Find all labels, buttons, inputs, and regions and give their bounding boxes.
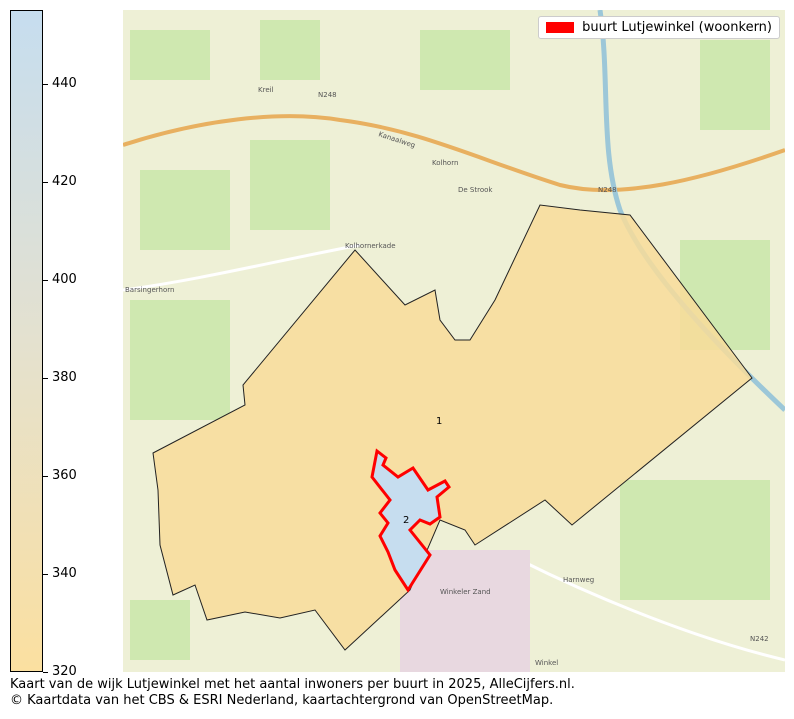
map-label: N242 [750,635,769,643]
map-label: Winkeler Zand [440,588,491,596]
map-label: N248 [318,91,337,99]
map-label: Kreil [258,86,274,94]
road-n248 [123,114,785,193]
map-label: Barsingerhorn [125,286,174,294]
legend-label: buurt Lutjewinkel (woonkern) [582,20,772,35]
region-label-2: 2 [403,515,409,526]
colorbar-tick: 360 [43,468,77,483]
colorbar-tick: 320 [43,664,77,679]
colorbar-tick: 420 [43,174,77,189]
colorbar-tick: 400 [43,272,77,287]
colorbar-tick: 380 [43,370,77,385]
map-label: Harnweg [563,576,594,584]
caption-title: Kaart van de wijk Lutjewinkel met het aa… [10,677,575,692]
region-2[interactable] [370,448,451,593]
region-1[interactable] [152,204,753,651]
roads [123,243,785,662]
caption-credits: © Kaartdata van het CBS & ESRI Nederland… [10,693,554,708]
legend-swatch [546,22,575,33]
map-label: De Strook [458,186,493,194]
colorbar-tick: 340 [43,566,77,581]
map-label: Winkel [535,659,558,667]
map-label: Kolhornerkade [345,242,396,250]
legend: buurt Lutjewinkel (woonkern) [538,16,780,39]
colorbar-tick: 440 [43,76,77,91]
map-label: Kolhorn [432,159,458,167]
map-label: N248 [598,186,617,194]
colorbar [10,10,43,672]
region-label-1: 1 [436,416,442,427]
map[interactable]: 1 2 Kreil Kolhorn De Strook Barsingerhor… [123,10,785,672]
fields [130,20,770,660]
